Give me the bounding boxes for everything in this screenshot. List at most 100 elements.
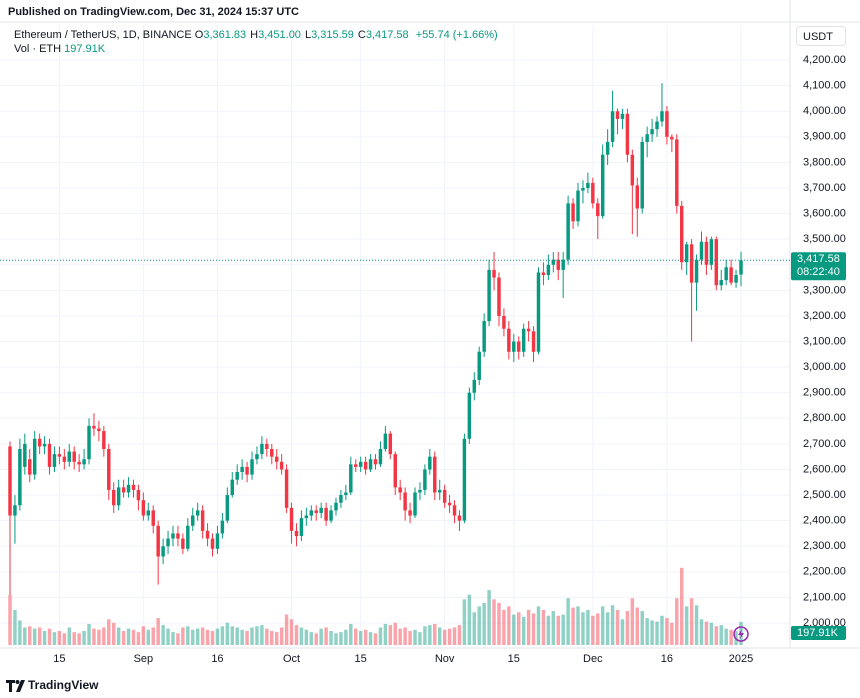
candle-body: [472, 379, 477, 393]
candle-body: [492, 269, 496, 278]
volume-bar: [393, 622, 397, 645]
volume-bar: [205, 629, 210, 645]
volume-bar: [645, 618, 649, 645]
candle-body: [423, 469, 427, 490]
symbol: Ethereum / TetherUS, 1D, BINANCE: [14, 29, 192, 41]
candle-body: [561, 259, 565, 270]
volume-bar: [116, 627, 121, 645]
volume-bar: [378, 627, 383, 645]
volume-bar: [640, 611, 644, 645]
volume-bar: [556, 615, 560, 645]
volume-bar: [240, 629, 244, 645]
candle-body: [670, 136, 674, 140]
volume-bar: [87, 623, 91, 645]
candle-body: [309, 510, 314, 516]
volume-bar: [299, 627, 304, 645]
volume-bar: [161, 625, 165, 645]
volume-bar: [136, 632, 141, 645]
volume-bar: [57, 630, 62, 645]
candle-body: [408, 510, 412, 516]
volume-bar: [684, 606, 689, 645]
volume-bar: [319, 628, 323, 645]
candle-body: [235, 472, 239, 480]
volume-bar: [714, 626, 719, 645]
volume-bar: [442, 629, 447, 645]
ohlc-value: 3,361.83: [203, 29, 247, 41]
candle-body: [517, 341, 521, 352]
candle-body: [339, 495, 343, 503]
currency-button[interactable]: USDT: [796, 26, 846, 46]
candle-body: [161, 546, 165, 557]
candle-body: [739, 260, 743, 275]
candle-body: [600, 154, 605, 217]
volume-bar: [47, 628, 52, 645]
candle-body: [724, 267, 728, 281]
y-tick-label: 2,400.00: [803, 515, 846, 527]
volume-bar: [329, 630, 333, 645]
volume-bar: [255, 626, 259, 645]
candle-body: [111, 489, 116, 506]
volume-bar: [452, 627, 457, 645]
candle-body: [447, 502, 452, 506]
icon: [738, 629, 744, 639]
volume-bar: [398, 628, 402, 645]
candle-body: [675, 139, 679, 206]
ohlc-key: C: [357, 29, 366, 41]
volume-bar: [531, 613, 536, 645]
y-tick-label: 2,900.00: [803, 387, 846, 399]
candle-body: [645, 134, 649, 142]
volume-bar: [339, 632, 343, 645]
candle-body: [37, 438, 42, 447]
volume-bar: [487, 590, 491, 645]
volume-bar: [52, 632, 57, 645]
candle-body: [146, 510, 151, 516]
candle-body: [734, 274, 738, 283]
ohlc-key: O: [194, 29, 204, 41]
candle-body: [482, 321, 486, 352]
x-tick-label: Oct: [283, 653, 300, 665]
volume-bar: [665, 618, 669, 645]
ohlc-value: 3,417.58: [365, 29, 409, 41]
y-tick-label: 3,500.00: [803, 233, 846, 245]
candle-body: [467, 392, 472, 439]
volume-bar: [428, 625, 432, 645]
y-tick-label: 4,000.00: [803, 105, 846, 117]
volume-bar: [181, 627, 185, 645]
volume-bar: [492, 599, 496, 645]
volume-bar: [526, 609, 531, 645]
candle-body: [635, 185, 640, 209]
candle-body: [605, 141, 610, 155]
candle-body: [699, 241, 704, 260]
candle-body: [67, 451, 71, 462]
volume-bar: [220, 626, 225, 645]
candle-body: [502, 315, 506, 329]
candle-body: [97, 428, 101, 432]
volume-bar: [546, 615, 551, 645]
volume-bar: [8, 594, 12, 645]
candle-body: [556, 259, 560, 270]
candle-body: [200, 510, 205, 531]
candle-body: [586, 182, 590, 188]
y-tick-label: 4,200.00: [803, 54, 846, 66]
volume-bar: [433, 623, 437, 645]
volume-bar: [121, 630, 126, 645]
volume-bar: [541, 609, 546, 645]
volume-bar: [650, 620, 654, 645]
brand-logo: [6, 680, 25, 692]
x-tick-label: 15: [355, 653, 367, 665]
candle-body: [92, 425, 96, 429]
candle-body: [151, 510, 155, 526]
candle-body: [477, 351, 481, 380]
candle-body: [289, 507, 294, 531]
candle-body: [245, 466, 249, 475]
volume-bar: [368, 632, 373, 645]
candle-body: [581, 187, 585, 191]
legend-row: Ethereum / TetherUS, 1D, BINANCE O3,361.…: [14, 29, 498, 41]
volume-bar: [388, 625, 393, 645]
candle-body: [363, 461, 368, 470]
volume-bar: [521, 616, 526, 645]
volume-bar: [704, 621, 709, 645]
candle-body: [250, 459, 254, 475]
volume-bar: [472, 612, 477, 645]
